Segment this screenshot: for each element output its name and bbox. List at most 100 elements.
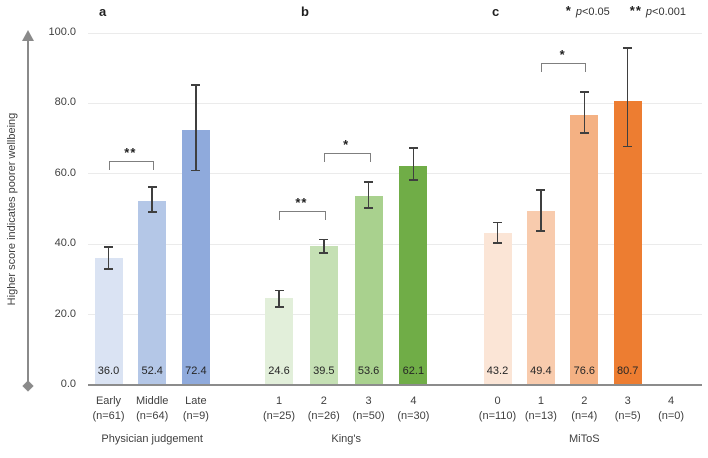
sig-bracket bbox=[279, 210, 326, 220]
bar-value-label: 24.6 bbox=[268, 365, 290, 377]
error-bar-cap bbox=[364, 207, 374, 209]
asterisk-icon: * bbox=[565, 3, 572, 18]
error-bar-cap bbox=[408, 179, 418, 181]
error-bar-line bbox=[367, 181, 370, 208]
error-bar-line bbox=[496, 222, 499, 244]
legend-item-p0001: ** p<0.001 bbox=[629, 3, 686, 20]
error-bar-cap bbox=[493, 221, 502, 224]
legend-item-p005: * p<0.05 bbox=[565, 3, 610, 20]
error-bar-line bbox=[626, 48, 629, 147]
bar-value-label: 80.7 bbox=[616, 365, 639, 377]
error-bar-line bbox=[107, 247, 110, 269]
x-tick-label: 4 (n=30) bbox=[397, 395, 430, 422]
x-tick-label: 3 (n=5) bbox=[614, 395, 641, 422]
legend-text: p<0.001 bbox=[646, 5, 686, 20]
y-axis-arrow-line bbox=[27, 40, 29, 384]
error-bar-cap bbox=[191, 84, 201, 86]
x-tick-label: 1 (n=25) bbox=[262, 395, 296, 422]
bar-value-label: 36.0 bbox=[97, 365, 120, 377]
sig-bracket-label: * bbox=[343, 136, 350, 152]
x-group-label: Physician judgement bbox=[101, 433, 203, 445]
y-tick-label: 60.0 bbox=[54, 166, 76, 179]
bar-value-label: 53.6 bbox=[357, 365, 380, 377]
error-bar-cap bbox=[319, 238, 329, 241]
bar bbox=[483, 232, 512, 385]
error-bar-cap bbox=[408, 147, 418, 149]
error-bar-cap bbox=[191, 169, 201, 172]
bar bbox=[399, 166, 428, 385]
gridline bbox=[88, 243, 702, 245]
error-bar-cap bbox=[104, 246, 113, 248]
y-tick-label: 0.0 bbox=[60, 378, 76, 390]
gridline bbox=[88, 173, 702, 175]
panel-label-c: c bbox=[492, 4, 500, 19]
x-tick-label: 3 (n=50) bbox=[352, 395, 385, 422]
error-bar-line bbox=[583, 92, 586, 133]
error-bar-cap bbox=[623, 47, 633, 49]
error-bar-cap bbox=[147, 186, 157, 188]
legend-threshold: <0.05 bbox=[581, 6, 610, 18]
error-bar-cap bbox=[579, 91, 589, 93]
error-bar-cap bbox=[147, 211, 157, 213]
bar-value-label: 52.4 bbox=[141, 365, 163, 377]
bar-value-label: 72.4 bbox=[185, 365, 207, 377]
error-bar-line bbox=[540, 189, 542, 231]
error-bar-cap bbox=[579, 132, 589, 134]
error-bar-cap bbox=[493, 242, 502, 244]
double-asterisk-icon: ** bbox=[629, 3, 642, 18]
error-bar-line bbox=[412, 148, 415, 181]
bar bbox=[354, 196, 383, 385]
legend-threshold: <0.001 bbox=[652, 6, 686, 18]
error-bar-line bbox=[323, 239, 325, 253]
y-tick-label: 80.0 bbox=[54, 96, 76, 109]
legend-p-symbol: p bbox=[645, 6, 653, 18]
error-bar-line bbox=[278, 290, 280, 307]
y-tick-label: 20.0 bbox=[54, 307, 76, 320]
x-tick-label: 1 (n=13) bbox=[524, 395, 557, 422]
gridline bbox=[88, 314, 702, 316]
error-bar-cap bbox=[536, 189, 546, 191]
sig-bracket bbox=[540, 62, 587, 72]
error-bar-cap bbox=[274, 289, 284, 292]
x-tick-label: 2 (n=4) bbox=[571, 395, 598, 422]
arrow-up-icon bbox=[22, 30, 34, 41]
sig-bracket-label: ** bbox=[124, 145, 137, 161]
legend-p-symbol: p bbox=[575, 6, 582, 18]
x-tick-label: 2 (n=26) bbox=[307, 395, 340, 422]
x-tick-label: 0 (n=110) bbox=[478, 395, 517, 422]
bar-value-label: 62.1 bbox=[402, 365, 425, 377]
y-tick-label: 100.0 bbox=[48, 26, 76, 38]
bar-value-label: 76.6 bbox=[573, 365, 595, 377]
gridline bbox=[88, 102, 702, 104]
sig-bracket bbox=[108, 161, 155, 171]
error-bar-cap bbox=[623, 145, 633, 148]
bar bbox=[613, 100, 642, 385]
bar bbox=[181, 130, 210, 385]
bar bbox=[526, 211, 555, 385]
panel-label-a: a bbox=[99, 4, 107, 19]
error-bar-line bbox=[151, 187, 153, 213]
x-tick-label: Late (n=9) bbox=[182, 395, 209, 422]
error-bar-cap bbox=[364, 181, 374, 183]
error-bar-cap bbox=[274, 306, 284, 308]
sig-bracket-label: * bbox=[559, 46, 566, 62]
x-group-label: MiToS bbox=[569, 433, 600, 445]
sig-bracket-label: ** bbox=[295, 194, 308, 210]
bar-value-label: 39.5 bbox=[313, 365, 335, 377]
error-bar-cap bbox=[319, 252, 329, 254]
significance-legend: * p<0.05 ** p<0.001 bbox=[565, 3, 686, 20]
bar bbox=[138, 200, 167, 385]
error-bar-line bbox=[195, 85, 197, 171]
bar bbox=[570, 115, 599, 385]
x-tick-label: Early (n=61) bbox=[92, 395, 125, 422]
sig-bracket bbox=[323, 152, 371, 162]
bar-value-label: 43.2 bbox=[486, 365, 509, 377]
x-axis-line bbox=[88, 384, 702, 386]
x-tick-label: 4 (n=0) bbox=[658, 395, 685, 422]
gridline bbox=[88, 32, 702, 34]
bar bbox=[265, 298, 293, 385]
y-axis-title: Higher score indicates poorer wellbeing bbox=[6, 112, 18, 306]
bar bbox=[309, 245, 338, 385]
bar bbox=[94, 258, 123, 385]
